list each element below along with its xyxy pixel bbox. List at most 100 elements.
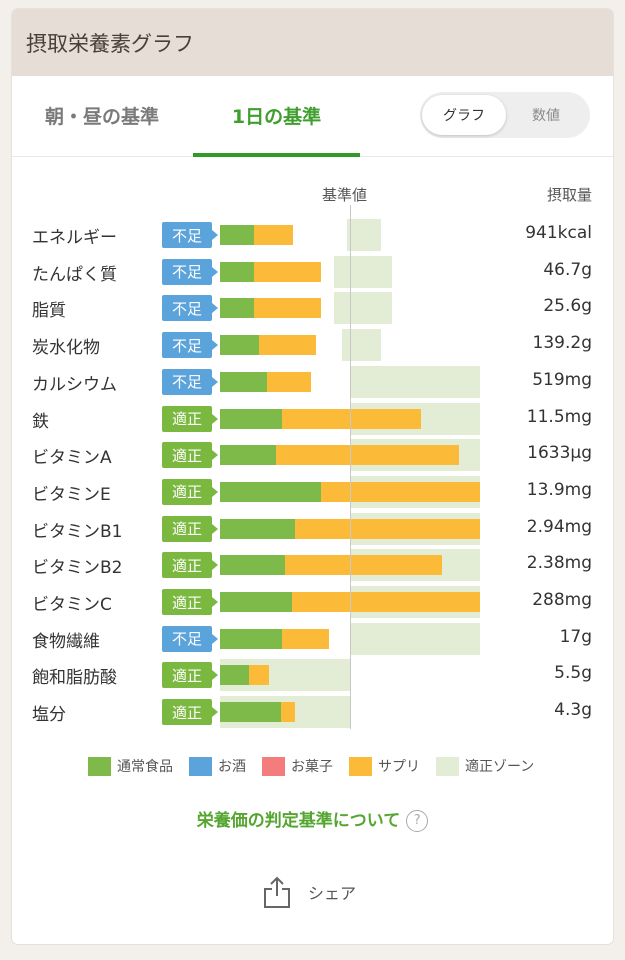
intake-amount: 5.5g [554,663,592,684]
status-badge: 不足 [162,625,218,652]
active-tab-indicator [193,153,360,157]
legend-item: 適正ゾーン [436,756,534,776]
toggle-numeric-button[interactable]: 数値 [532,108,560,124]
card-header: 摂取栄養素グラフ [12,9,613,76]
legend-swatch [189,756,212,776]
nutrient-name: 塩分 [32,705,66,726]
status-badge: 適正 [162,699,218,726]
legend-label: サプリ [378,759,420,775]
nutrient-graph-card: 摂取栄養素グラフ 朝・昼の基準 1日の基準 グラフ 数値 基準値 摂取量 エネル… [12,9,613,944]
optimal-zone [342,329,382,362]
supplement-bar [285,555,443,576]
regular-food-bar [220,445,276,466]
nutrient-row: たんぱく質 不足 46.7g [12,255,613,288]
legend-label: お菓子 [291,759,333,775]
question-icon: ? [406,810,429,832]
nutrient-name: 食物繊維 [32,631,100,652]
share-label: シェア [308,884,357,903]
nutrient-row: ビタミンE 適正 13.9mg [12,475,613,508]
supplement-bar [266,371,311,392]
legend-item: 通常食品 [88,756,173,776]
regular-food-bar [220,298,254,319]
nutrient-name: ビタミンC [32,595,112,615]
share-icon [264,876,290,908]
nutrient-row: エネルギー 不足 941kcal [12,219,613,251]
status-badge: 適正 [162,552,218,579]
intake-amount: 25.6g [543,296,592,317]
tab-bar: 朝・昼の基準 1日の基準 グラフ 数値 [12,76,613,157]
status-badge: 適正 [162,515,218,542]
nutrient-name: たんぱく質 [32,264,117,285]
status-badge: 不足 [162,368,218,395]
view-toggle: グラフ 数値 [420,92,590,138]
supplement-bar [281,702,296,723]
criteria-link-label: 栄養価の判定基準について [196,811,401,831]
nutrient-name: 炭水化物 [32,338,100,359]
intake-column-header: 摂取量 [546,186,592,204]
reference-line [350,205,351,729]
status-badge: 適正 [162,405,218,432]
supplement-bar [253,298,322,319]
intake-amount: 139.2g [532,333,592,354]
intake-amount: 1633μg [527,443,592,464]
status-badge: 適正 [162,662,218,689]
nutrient-name: 飽和脂肪酸 [32,668,117,689]
regular-food-bar [220,371,267,392]
nutrient-row: ビタミンA 適正 1633μg [12,439,613,472]
legend-swatch [262,756,285,776]
nutrient-row: 食物繊維 不足 17g [12,622,613,655]
intake-amount: 4.3g [554,700,592,721]
nutrient-name: カルシウム [32,374,117,395]
status-badge: 不足 [162,332,218,359]
supplement-bar [248,665,270,686]
regular-food-bar [220,261,254,282]
supplement-bar [282,628,330,649]
legend-swatch [349,756,372,776]
nutrient-name: 鉄 [32,411,49,432]
intake-amount: 519mg [532,369,592,390]
nutrient-chart: 基準値 摂取量 エネルギー 不足 941kcal たんぱく質 不足 46.7g 脂質 不足 25… [12,157,613,737]
status-badge: 不足 [162,258,218,285]
regular-food-bar [220,628,283,649]
supplement-bar [259,335,317,356]
supplement-bar [321,481,480,502]
status-badge: 適正 [162,478,218,505]
legend-swatch [88,756,111,776]
nutrient-name: エネルギー [32,228,117,248]
tab-morning-noon[interactable]: 朝・昼の基準 [44,106,159,128]
supplement-bar [291,592,480,612]
intake-amount: 17g [559,626,592,647]
regular-food-bar [220,555,285,576]
intake-amount: 11.5mg [526,406,592,427]
nutrient-name: ビタミンA [32,448,112,469]
intake-amount: 46.7g [543,259,592,280]
nutrient-name: ビタミンB2 [32,558,123,579]
legend-label: お酒 [218,759,246,775]
supplement-bar [253,225,293,245]
status-badge: 適正 [162,442,218,469]
legend-label: 適正ゾーン [465,759,535,775]
nutrient-row: 脂質 不足 25.6g [12,292,613,325]
regular-food-bar [220,702,282,723]
share-button[interactable]: シェア [262,872,356,912]
regular-food-bar [220,225,254,245]
intake-amount: 2.94mg [526,516,592,537]
toggle-graph-button[interactable]: グラフ [422,95,506,135]
tab-daily[interactable]: 1日の基準 [231,106,322,128]
nutrient-name: ビタミンB1 [32,521,123,542]
card-title: 摂取栄養素グラフ [26,31,194,56]
intake-amount: 2.38mg [526,553,592,574]
supplement-bar [295,518,480,539]
supplement-bar [253,261,322,282]
status-badge: 不足 [162,222,218,248]
intake-amount: 13.9mg [526,479,592,500]
legend-item: サプリ [349,756,420,776]
legend: 通常食品 お酒 お菓子 サプリ 適正ゾーン [88,754,608,778]
status-badge: 不足 [162,295,218,322]
regular-food-bar [220,518,296,539]
reference-column-header: 基準値 [322,186,368,204]
legend-item: お酒 [189,756,246,776]
nutrient-name: 脂質 [32,301,66,322]
criteria-link[interactable]: 栄養価の判定基準について? [12,806,613,832]
legend-swatch [436,756,459,776]
